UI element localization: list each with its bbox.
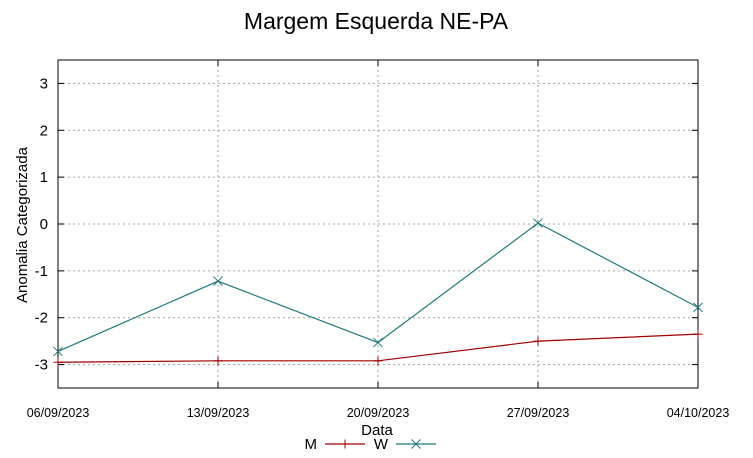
legend-label-w: W (374, 436, 389, 453)
data-point-m (533, 336, 543, 346)
y-tick-label: 1 (40, 169, 48, 186)
y-tick-label: -2 (35, 310, 48, 327)
chart-title: Margem Esquerda NE-PA (244, 8, 509, 34)
data-point-m (693, 329, 703, 339)
x-tick-label: 06/09/2023 (27, 406, 90, 420)
legend-marker-m (340, 439, 350, 449)
x-tick-label: 04/10/2023 (667, 406, 730, 420)
y-tick-label: 0 (40, 216, 48, 233)
x-tick-label: 27/09/2023 (507, 406, 570, 420)
y-tick-label: 2 (40, 122, 48, 139)
data-point-w (693, 302, 703, 313)
y-tick-label: -1 (35, 263, 48, 280)
y-axis-title: Anomalia Categorizada (14, 146, 31, 303)
x-tick-label: 20/09/2023 (347, 406, 410, 420)
series-line-w (57, 222, 699, 353)
plot-frame (57, 59, 699, 389)
x-axis: 06/09/2023 13/09/2023 20/09/2023 27/09/2023… (27, 60, 730, 420)
data-point-w (53, 346, 63, 357)
y-tick-label: 3 (40, 75, 48, 92)
x-axis-title: Data (361, 422, 393, 439)
y-tick-label: -3 (35, 357, 48, 374)
series-layer (53, 218, 703, 367)
x-tick-label: 13/09/2023 (187, 406, 250, 420)
data-point-w (373, 337, 383, 348)
legend-marker-w (411, 439, 421, 449)
y-axis: 3 2 1 0 -1 -2 -3 (35, 75, 698, 374)
data-point-m (53, 357, 63, 367)
data-point-w (213, 276, 223, 287)
data-point-m (373, 356, 383, 366)
legend-label-m: M (305, 436, 318, 453)
data-point-w (533, 218, 543, 228)
data-point-m (213, 356, 223, 366)
